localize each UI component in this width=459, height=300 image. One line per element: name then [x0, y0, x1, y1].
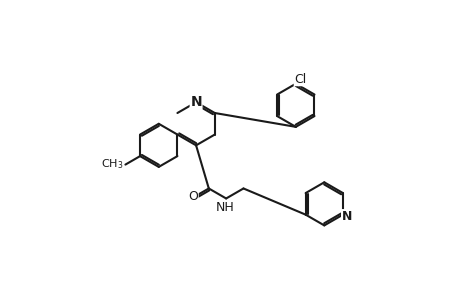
Text: N: N — [341, 210, 351, 223]
Text: N: N — [190, 95, 202, 109]
Text: Cl: Cl — [294, 73, 306, 85]
Text: NH: NH — [216, 201, 234, 214]
Text: CH$_3$: CH$_3$ — [101, 158, 123, 172]
Text: O: O — [188, 190, 198, 203]
